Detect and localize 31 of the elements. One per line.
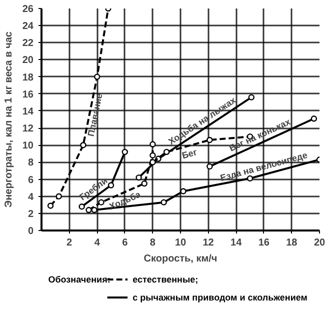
y-tick-label: 6 (28, 174, 34, 186)
x-tick-label: 12 (202, 238, 214, 248)
x-tick-label: 18 (286, 238, 298, 248)
text: естественные; (132, 274, 198, 284)
y-tick-label: 14 (22, 106, 34, 118)
y-tick-label: 0 (28, 226, 34, 237)
legend-title: Обозначения: (48, 274, 110, 284)
x-tick-label: 10 (174, 238, 186, 248)
x-tick-label: 6 (122, 238, 128, 248)
text: Бег (180, 146, 198, 161)
x-tick-label: 16 (258, 238, 270, 248)
y-tick-label: 2 (28, 208, 34, 220)
x-axis-title: Скорость, км/ч (144, 254, 218, 264)
y-tick-label: 4 (28, 192, 34, 203)
y-tick-label: 26 (22, 4, 34, 15)
y-tick-label: 22 (22, 38, 34, 50)
y-tick-label: 16 (22, 89, 34, 100)
y-tick-label: 12 (22, 124, 34, 135)
y-tick-label: 8 (28, 158, 34, 169)
text: Плавание (86, 92, 104, 138)
x-tick-label: 8 (150, 238, 156, 248)
text: с рычажным приводом и скольжением (132, 292, 308, 302)
x-tick-label: 14 (230, 238, 242, 248)
x-tick-label: 20 (314, 238, 326, 248)
y-tick-label: 18 (22, 72, 34, 84)
y-tick-label: 24 (22, 21, 34, 32)
y-axis-title: Энерготраты, кал на 1 кг веса в час (3, 31, 14, 208)
x-tick-label: 4 (94, 238, 100, 248)
y-tick-label: 20 (22, 55, 34, 66)
x-tick-label: 2 (66, 238, 73, 248)
y-tick-label: 10 (22, 140, 34, 152)
